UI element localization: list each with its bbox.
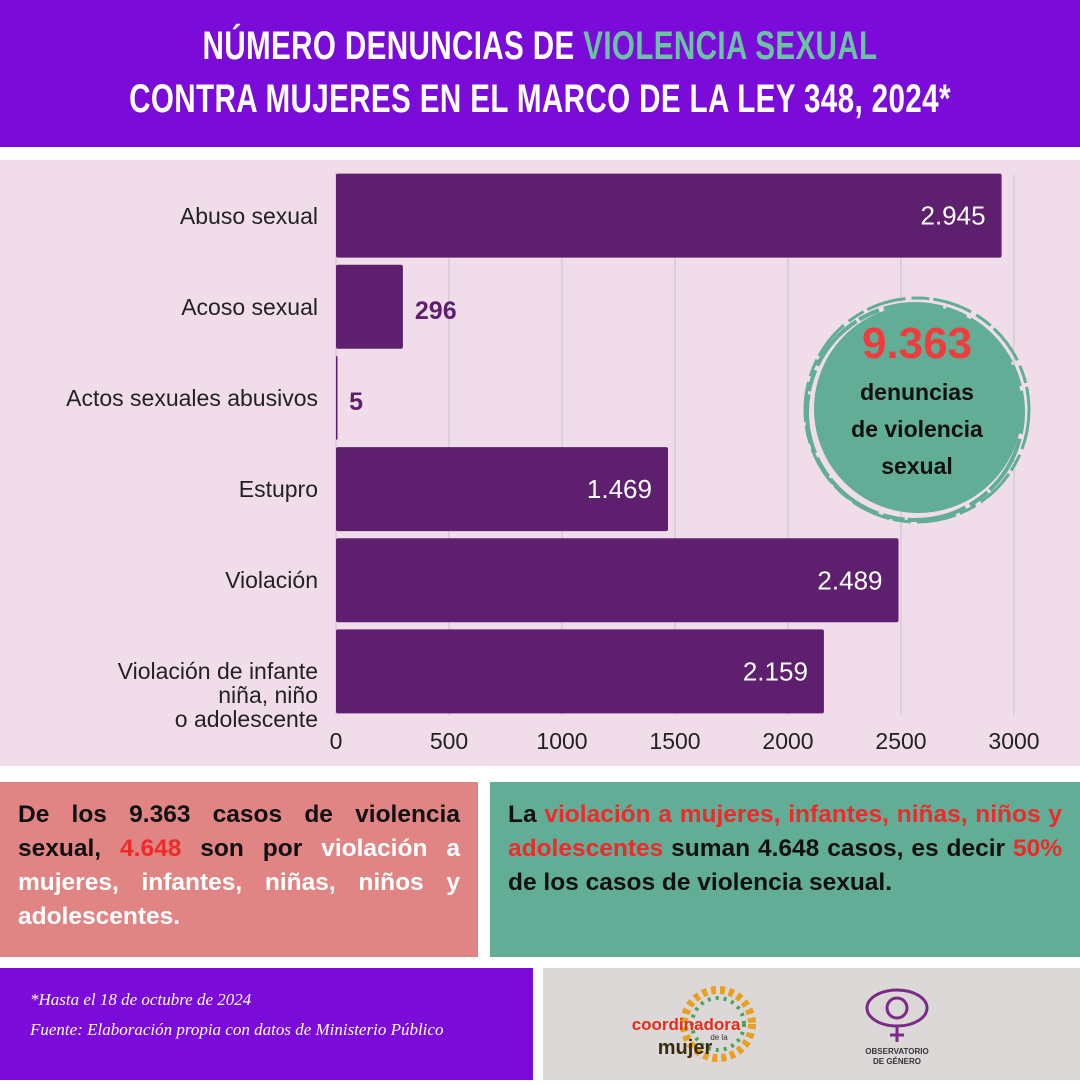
x-tick-label: 1500 xyxy=(649,728,700,754)
logo-eye xyxy=(885,996,909,1020)
value-label: 2.159 xyxy=(743,656,808,686)
text-segment: violación a mujeres, infantes, niñas, ni… xyxy=(508,801,1062,862)
logo-text: mujer xyxy=(658,1037,713,1059)
source-note: Fuente: Elaboración propia con datos de … xyxy=(30,1020,444,1039)
y-tick-label: Violación de infante niña, niño o adoles… xyxy=(117,658,318,733)
x-tick-label: 2500 xyxy=(875,728,926,754)
bar xyxy=(336,173,1002,258)
logo-text: DE GÉNERO xyxy=(873,1057,921,1066)
y-tick-label: Estupro xyxy=(238,476,318,503)
value-label: 2.489 xyxy=(817,565,882,595)
value-label: 1.469 xyxy=(587,474,652,504)
x-tick-label: 1000 xyxy=(536,728,587,754)
y-tick-label: Actos sexuales abusivos xyxy=(66,384,318,411)
text-segment: La xyxy=(508,801,545,828)
y-tick-label: Acoso sexual xyxy=(181,293,318,320)
logo-text: coordinadora xyxy=(632,1015,741,1034)
bar xyxy=(336,355,338,440)
logo-eye xyxy=(865,988,929,1028)
text-segment: De los 9.363 casos de violencia sexual, xyxy=(18,801,460,862)
text-segment: de los casos de violencia sexual. xyxy=(508,869,893,896)
title-segment: CONTRA MUJERES EN EL MARCO DE LA LEY 348… xyxy=(129,77,951,121)
badge-text: de violencia xyxy=(851,416,983,442)
summary-box: La violación a mujeres, infantes, niñas,… xyxy=(490,782,1080,957)
x-tick-label: 500 xyxy=(430,728,468,754)
badge-edge xyxy=(803,296,1031,524)
bar xyxy=(336,629,824,714)
value-label: 2.945 xyxy=(920,201,985,231)
value-label: 296 xyxy=(415,297,457,325)
text-segment: suman 4.648 casos, es decir xyxy=(663,835,1013,862)
y-tick-label: Violación xyxy=(225,567,318,594)
x-tick-label: 3000 xyxy=(988,728,1039,754)
badge-text: sexual xyxy=(881,453,953,479)
footnote: *Hasta el 18 de octubre de 2024 xyxy=(30,990,252,1009)
badge: 9.363 denuncias de violencia sexual xyxy=(803,296,1031,524)
logo-text: de la xyxy=(710,1033,728,1042)
bar xyxy=(336,538,899,623)
title-segment: VIOLENCIA SEXUAL xyxy=(583,24,878,68)
text-segment: 50% xyxy=(1012,835,1062,862)
header: NÚMERO DENUNCIAS DE VIOLENCIA SEXUAL CON… xyxy=(0,0,1080,147)
value-label: 5 xyxy=(349,388,363,416)
bar xyxy=(336,264,403,349)
badge-edge xyxy=(805,302,1025,522)
title-line: NÚMERO DENUNCIAS DE VIOLENCIA SEXUAL xyxy=(0,24,1080,69)
title-segment: NÚMERO DENUNCIAS DE xyxy=(202,24,584,68)
badge-value: 9.363 xyxy=(862,319,972,368)
summary-box: De los 9.363 casos de violencia sexual, … xyxy=(0,782,478,957)
x-tick-label: 2000 xyxy=(762,728,813,754)
footer-notes: *Hasta el 18 de octubre de 2024 Fuente: … xyxy=(0,968,533,1080)
x-tick-label: 0 xyxy=(330,728,343,754)
y-tick-label: Abuso sexual xyxy=(179,202,318,229)
footer-logos: coordinadora de la mujer OBSERVATORIO DE… xyxy=(543,968,1080,1080)
bar xyxy=(336,447,668,532)
logos: coordinadora de la mujer OBSERVATORIO DE… xyxy=(632,986,929,1066)
text-segment: violación a mujeres, infantes, niñas, ni… xyxy=(18,835,460,930)
title-line: CONTRA MUJERES EN EL MARCO DE LA LEY 348… xyxy=(0,77,1080,122)
text-segment: 4.648 xyxy=(120,835,182,862)
logo-ring xyxy=(680,986,756,1062)
text-segment: son por xyxy=(181,835,322,862)
badge-circle xyxy=(814,305,1022,513)
logo-ring xyxy=(690,996,746,1052)
logo-coordinadora: coordinadora de la mujer xyxy=(632,986,756,1062)
logo-observatorio: OBSERVATORIO DE GÉNERO xyxy=(865,988,929,1066)
logo-text: OBSERVATORIO xyxy=(865,1047,928,1056)
badge-text: denuncias xyxy=(860,379,974,405)
